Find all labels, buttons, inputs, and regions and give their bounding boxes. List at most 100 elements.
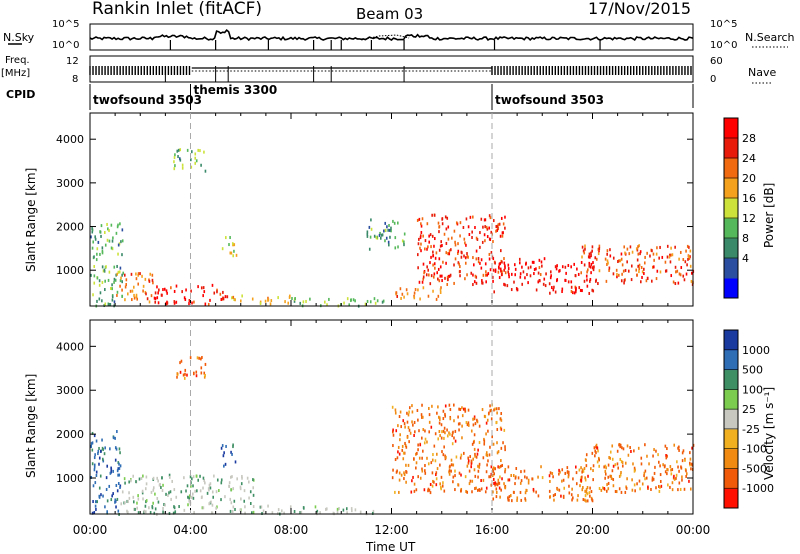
velocity-cell <box>200 366 203 370</box>
velocity-cell <box>496 483 499 487</box>
power-cell <box>510 288 513 292</box>
power-cell <box>91 246 94 250</box>
power-cell <box>466 254 469 258</box>
y-tick-label: 3000 <box>56 177 84 190</box>
velocity-cell <box>643 474 645 478</box>
power-cell <box>644 255 646 259</box>
power-cell <box>474 274 477 278</box>
velocity-cell <box>448 431 450 435</box>
power-cell <box>146 297 149 301</box>
freq-panel: Freq. [MHz] 12 8 60 0 Nave <box>1 55 776 85</box>
velocity-cell <box>492 469 495 473</box>
power-cell <box>635 247 638 251</box>
power-cell <box>414 287 417 291</box>
velocity-cell <box>260 505 263 509</box>
velocity-cell <box>630 449 632 453</box>
velocity-cell <box>595 451 597 455</box>
velocity-cell <box>526 476 528 480</box>
velocity-cell <box>652 477 655 481</box>
power-cell <box>379 231 381 235</box>
velocity-cell <box>678 448 680 452</box>
velocity-cell <box>585 464 588 468</box>
power-cell <box>439 274 442 278</box>
velocity-cell <box>677 446 679 450</box>
velocity-cell <box>182 373 185 377</box>
power-cell <box>101 265 104 269</box>
velocity-cell <box>413 420 416 424</box>
velocity-cell <box>467 456 469 460</box>
power-cell <box>531 260 534 264</box>
power-cell <box>538 279 541 283</box>
power-cell <box>135 277 138 281</box>
velocity-cell <box>684 458 686 462</box>
power-cell <box>151 273 154 277</box>
velocity-cell <box>112 469 114 473</box>
power-cell <box>645 279 648 283</box>
velocity-cell <box>405 463 407 467</box>
velocity-cell <box>611 444 614 448</box>
power-cell <box>107 227 109 231</box>
power-cell <box>118 270 121 274</box>
velocity-cell <box>563 486 566 490</box>
velocity-cell <box>145 475 148 479</box>
power-cell <box>637 264 639 268</box>
power-cell <box>492 219 495 223</box>
power-cell <box>448 249 451 253</box>
power-cell <box>653 258 655 262</box>
velocity-data <box>90 355 695 516</box>
velocity-cell <box>319 511 321 515</box>
velocity-cell <box>651 478 654 482</box>
power-cell <box>139 272 141 276</box>
velocity-cell <box>117 473 119 477</box>
velocity-cell <box>585 499 587 503</box>
velocity-cell <box>496 428 499 432</box>
velocity-cell <box>159 482 161 486</box>
power-cell <box>628 252 631 256</box>
power-cell <box>652 265 655 269</box>
velocity-cell <box>127 500 129 504</box>
nave-tick-top: 60 <box>710 56 723 67</box>
velocity-cell <box>440 475 443 479</box>
cpid-segment-label: twofsound 3503 <box>93 93 202 107</box>
power-cell <box>635 268 638 272</box>
velocity-cell <box>176 372 179 376</box>
power-cell <box>688 245 690 249</box>
power-cell <box>581 289 583 293</box>
velocity-cell <box>433 480 435 484</box>
power-cell <box>137 273 139 277</box>
power-cell <box>403 240 405 244</box>
power-cell <box>428 273 430 277</box>
velocity-cell <box>638 479 641 483</box>
velocity-cell <box>465 421 468 425</box>
velocity-cell <box>202 506 205 510</box>
velocity-cell <box>192 492 194 496</box>
velocity-cell <box>516 498 518 502</box>
power-cell <box>422 275 425 279</box>
velocity-cell <box>552 475 554 479</box>
velocity-cell <box>489 445 491 449</box>
power-cell <box>352 298 355 302</box>
power-cell <box>454 257 457 261</box>
velocity-cell <box>405 445 408 449</box>
velocity-cell <box>604 464 607 468</box>
power-cell <box>504 264 506 268</box>
power-cell <box>479 245 481 249</box>
power-cell <box>427 268 430 272</box>
power-cell <box>538 258 541 262</box>
velocity-cell <box>229 509 232 513</box>
velocity-cell <box>585 453 588 457</box>
velocity-cell <box>605 466 607 470</box>
velocity-cell <box>220 478 223 482</box>
velocity-cell <box>664 470 667 474</box>
velocity-cell <box>497 450 500 454</box>
velocity-cell <box>468 482 471 486</box>
velocity-cell <box>500 459 502 463</box>
power-cell <box>213 291 216 295</box>
power-cell <box>388 243 390 247</box>
power-cell <box>492 279 494 283</box>
velocity-cell <box>671 468 674 472</box>
velocity-cell <box>492 466 495 470</box>
velocity-cell <box>453 436 455 440</box>
velocity-cell <box>172 511 175 515</box>
power-cell <box>504 271 507 275</box>
